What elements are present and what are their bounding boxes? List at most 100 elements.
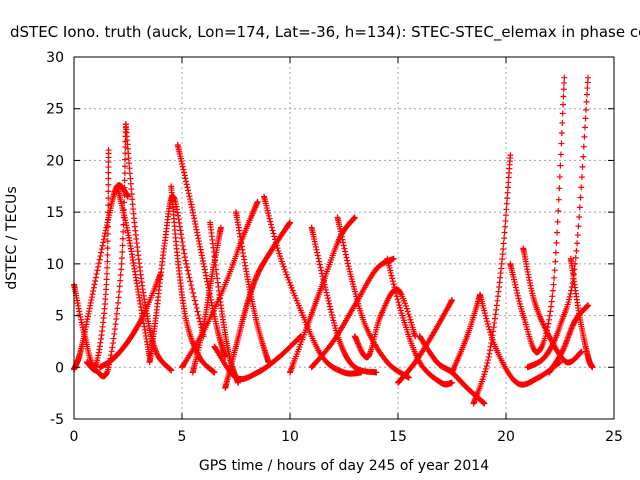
data-point [177,227,184,234]
data-point [502,217,509,224]
data-point [118,260,125,267]
data-point [396,302,403,309]
data-point [97,253,104,260]
y-tick-label: 25 [46,102,64,118]
data-point [201,266,208,273]
data-point [583,91,590,98]
data-point [318,270,325,277]
data-point [404,308,411,315]
data-point [552,258,559,265]
data-point [566,293,573,300]
data-point [550,281,557,288]
data-point [90,284,97,291]
data-point [113,315,120,322]
data-point [103,270,110,277]
y-tick-label: -5 [50,412,64,428]
data-point [560,86,567,93]
data-point [184,267,191,274]
data-point [186,193,193,200]
data-series [470,152,514,407]
data-point [547,308,554,315]
data-point [583,98,590,105]
data-point [323,289,330,296]
data-point [277,255,284,262]
data-point [394,296,401,303]
data-point [512,284,519,291]
data-point [92,277,99,284]
data-point [561,79,568,86]
data-point [284,274,291,281]
data-point [387,269,394,276]
data-point [267,218,274,225]
data-point [330,317,337,324]
data-point [98,249,105,256]
data-point [567,290,574,297]
data-point [135,320,142,327]
data-point [119,248,126,255]
data-point [486,350,493,357]
data-point [503,206,510,213]
data-point [264,207,271,214]
data-point [190,289,197,296]
data-point [312,243,319,250]
data-point [501,235,508,242]
data-point [566,296,573,303]
data-point [281,266,288,273]
data-point [481,371,488,378]
data-point [180,166,187,173]
data-point [183,181,190,188]
data-point [328,311,335,318]
data-point [314,252,321,259]
data-point [395,299,402,306]
data-point [268,224,275,231]
data-point [116,288,123,295]
data-point [373,369,380,376]
data-point [511,279,518,286]
data-point [196,315,203,322]
data-point [197,321,204,328]
data-point [179,163,186,170]
data-point [99,242,106,249]
data-point [552,249,559,256]
data-point [117,277,124,284]
data-point [561,74,568,81]
data-point [105,164,112,171]
data-point [102,230,109,237]
data-point [194,308,201,315]
data-point [118,255,125,262]
data-point [275,247,282,254]
data-point [184,184,191,191]
data-point [492,315,498,322]
data-series [567,255,596,371]
data-point [501,229,508,236]
data-point [582,115,589,122]
data-point [514,292,521,299]
data-point [122,156,129,163]
data-point [105,175,112,182]
data-point [548,298,555,305]
data-point [512,281,519,288]
data-point [507,152,514,159]
data-series [114,183,153,360]
y-axis-label: dSTEC / TECUs [4,186,20,289]
data-point [201,263,208,270]
data-point [104,258,111,265]
data-point [546,316,553,323]
x-tick-label: 5 [178,429,187,445]
data-point [280,263,287,270]
data-point [287,282,294,289]
data-point [391,284,398,291]
data-point [109,344,116,351]
data-point [287,219,293,226]
data-point [181,172,188,179]
data-point [101,233,108,240]
data-point [557,162,564,169]
y-tick-label: 0 [55,360,64,376]
data-point [573,247,580,254]
data-point [120,228,127,235]
data-point [402,300,409,307]
data-point [504,195,511,202]
data-point [254,198,261,205]
data-point [111,330,118,337]
data-series [308,255,397,371]
